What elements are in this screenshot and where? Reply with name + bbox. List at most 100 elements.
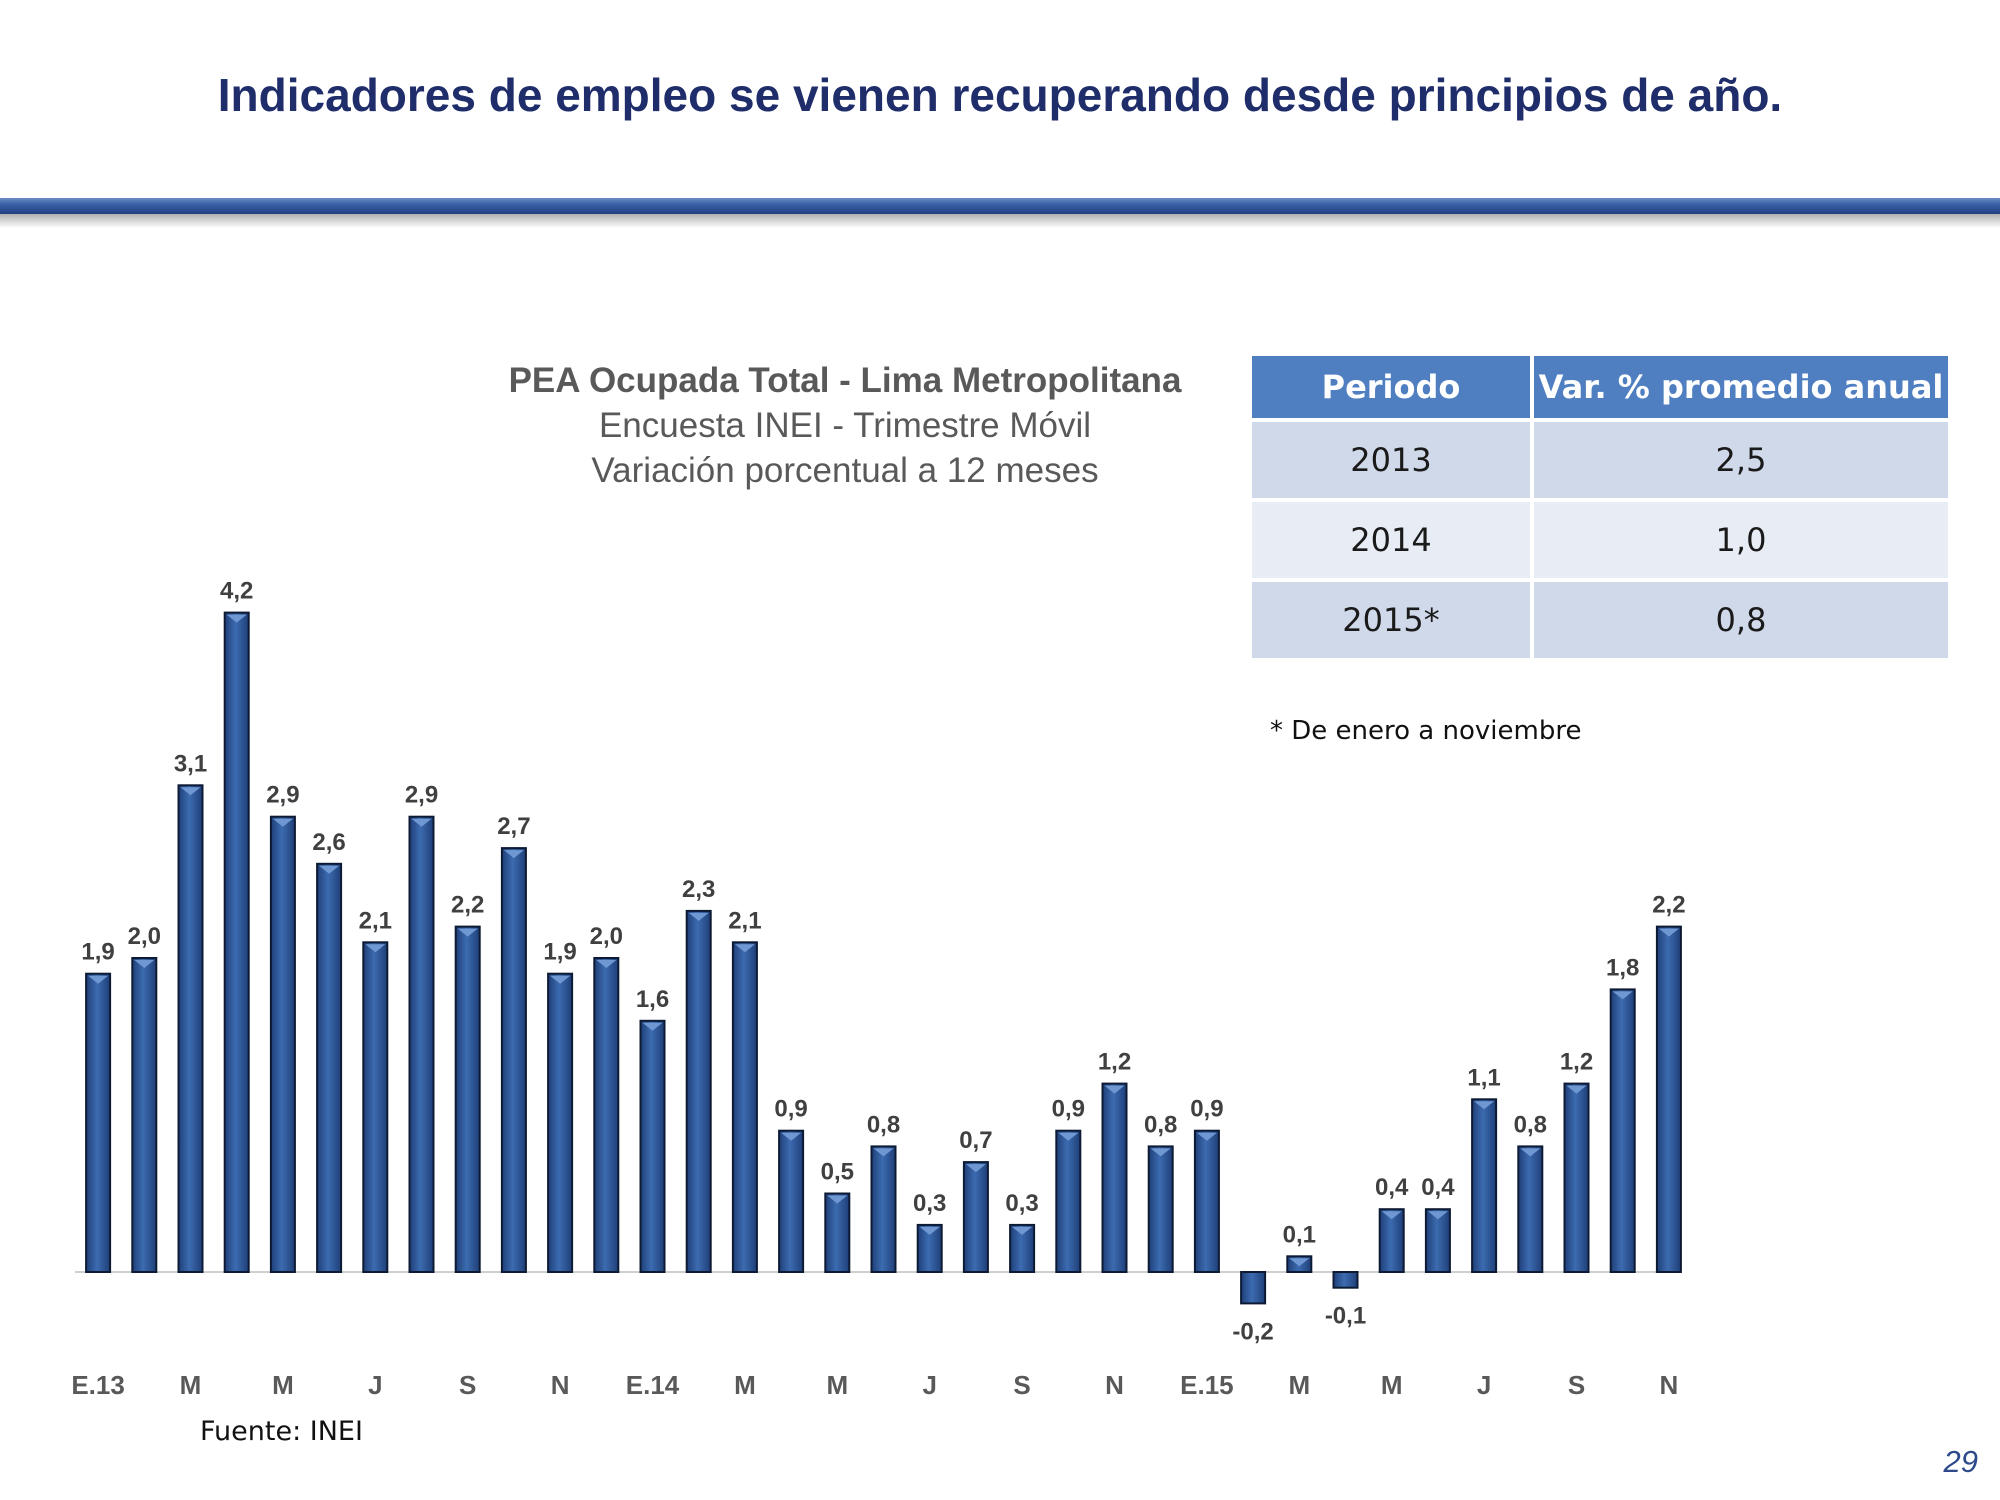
chart-subtitle-survey: Encuesta INEI - Trimestre Móvil [598, 406, 1092, 445]
bar-group: 0,8 [1514, 1111, 1547, 1274]
bar-cap [272, 818, 293, 827]
bar-cap [1058, 1132, 1079, 1141]
bar-group: 1,6 [636, 986, 669, 1273]
data-label: 3,1 [174, 750, 207, 777]
x-tick-label: N [1105, 1370, 1124, 1400]
bar [454, 925, 481, 1273]
table-cell-period: 2014 [1252, 498, 1534, 578]
bar-group: 0,8 [867, 1111, 900, 1274]
data-label: 0,1 [1283, 1221, 1316, 1248]
x-tick-label: J [922, 1370, 936, 1400]
data-label: 2,9 [266, 782, 299, 809]
x-tick-label: E.14 [626, 1370, 680, 1400]
bar-group: 2,3 [682, 876, 715, 1274]
table-row: 2015* 0,8 [1252, 578, 1948, 658]
bar-cap [88, 975, 109, 984]
bar-cap [1427, 1211, 1448, 1220]
table-cell-value: 0,8 [1534, 578, 1948, 658]
bar [547, 972, 574, 1273]
data-label: 0,8 [1514, 1111, 1547, 1138]
bar-group: 2,0 [128, 923, 161, 1273]
bar-group: 0,4 [1375, 1174, 1409, 1273]
bar [500, 847, 527, 1273]
data-label: 0,4 [1421, 1174, 1455, 1201]
bar [778, 1129, 805, 1273]
bar [731, 941, 758, 1273]
bar-group: 0,9 [1052, 1096, 1085, 1273]
bar [593, 957, 620, 1273]
bar-cap [1566, 1085, 1587, 1094]
bar [1240, 1271, 1267, 1305]
bar-group: 1,1 [1467, 1064, 1501, 1274]
x-tick-label: S [1013, 1370, 1030, 1400]
x-tick-label: M [272, 1370, 294, 1400]
bar-cap [226, 614, 247, 623]
table-cell-value: 2,5 [1534, 418, 1948, 498]
data-label: 1,9 [81, 939, 114, 966]
bar [269, 815, 296, 1273]
bar-cap [734, 944, 755, 953]
bar-group: 2,9 [266, 782, 300, 1273]
bar-group: 2,1 [728, 907, 762, 1273]
title-divider-shadow [0, 214, 2000, 228]
x-tick-label: N [1660, 1370, 1679, 1400]
bar-group: 3,1 [174, 750, 207, 1273]
x-tick-label: N [551, 1370, 570, 1400]
bar [1655, 925, 1682, 1273]
bar-group: 0,9 [1190, 1096, 1224, 1273]
table-header-row: Periodo Var. % promedio anual [1252, 356, 1948, 418]
bar-cap [503, 850, 524, 859]
data-label: 2,0 [128, 923, 161, 950]
data-label: 0,9 [774, 1096, 807, 1123]
x-tick-label: M [180, 1370, 202, 1400]
chart-heading: PEA Ocupada Total - Lima Metropolitana E… [380, 358, 1310, 493]
x-tick-label: S [1568, 1370, 1585, 1400]
bar-group: 2,0 [590, 923, 623, 1273]
header-periodo: Periodo [1252, 356, 1534, 418]
bar [1471, 1098, 1498, 1274]
bar [685, 909, 712, 1274]
bar-group: 1,2 [1098, 1049, 1131, 1273]
data-label: 2,7 [497, 813, 530, 840]
x-tick-label: M [1288, 1370, 1310, 1400]
bar-group: 0,8 [1144, 1111, 1177, 1274]
bar-group: 0,1 [1283, 1221, 1316, 1274]
bar [408, 815, 435, 1273]
bar [1563, 1082, 1590, 1273]
bar [1609, 988, 1636, 1274]
bar-group: 0,4 [1421, 1174, 1455, 1273]
table-cell-period: 2013 [1252, 418, 1534, 498]
data-label: 1,8 [1606, 954, 1639, 981]
bar-group: 0,7 [959, 1127, 993, 1273]
data-label: 1,9 [543, 939, 576, 966]
data-label: -0,2 [1232, 1318, 1273, 1345]
slide-title: Indicadores de empleo se vienen recupera… [217, 69, 1783, 121]
table-cell-value: 1,0 [1534, 498, 1948, 578]
bar [639, 1019, 666, 1273]
bar-group: 1,9 [543, 939, 577, 1273]
x-tick-label: M [734, 1370, 756, 1400]
chart-title: PEA Ocupada Total - Lima Metropolitana [508, 361, 1182, 400]
bar-cap [411, 818, 432, 827]
x-tick-label: E.15 [1180, 1370, 1234, 1400]
data-label: 0,9 [1190, 1096, 1223, 1123]
data-label: 0,8 [867, 1111, 900, 1138]
table-row: 2014 1,0 [1252, 498, 1948, 578]
bar [1332, 1271, 1359, 1289]
data-label: 1,2 [1560, 1049, 1593, 1076]
bar [1147, 1145, 1174, 1274]
data-label: 1,1 [1467, 1064, 1500, 1091]
bar-cap [1381, 1211, 1402, 1220]
bar-cap [180, 787, 201, 796]
bar-group: 2,7 [497, 813, 531, 1273]
bar-cap [642, 1022, 663, 1031]
bar-cap [1012, 1226, 1033, 1235]
bar-group: 2,1 [359, 907, 392, 1273]
data-label: 0,7 [959, 1127, 992, 1154]
data-label: 2,6 [312, 829, 345, 856]
bar-cap [1104, 1085, 1125, 1094]
bar [1378, 1208, 1405, 1273]
bar [223, 611, 250, 1273]
bar-cap [919, 1226, 940, 1235]
data-label: 2,9 [405, 782, 438, 809]
